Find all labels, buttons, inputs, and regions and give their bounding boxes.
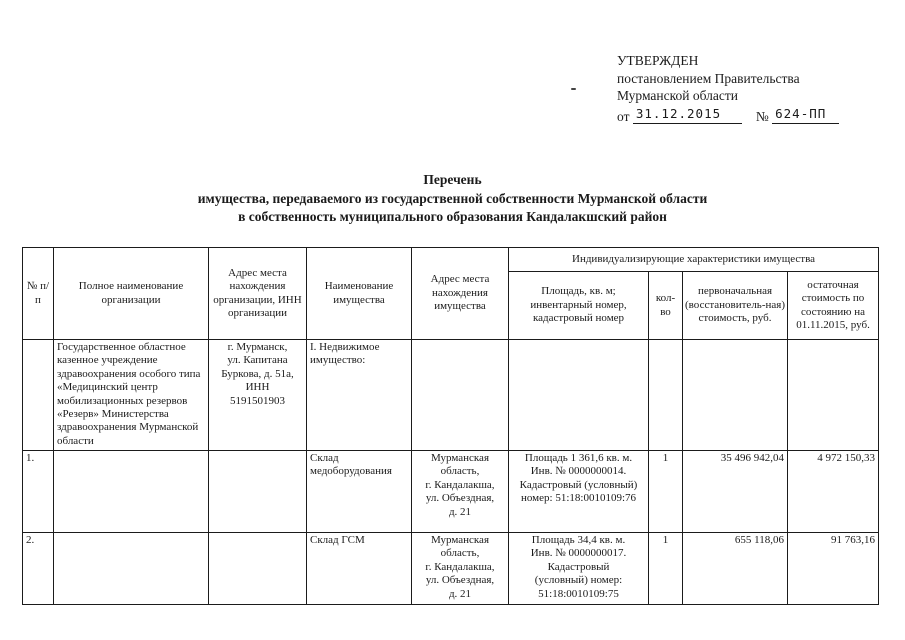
header-num: № п/п xyxy=(22,247,54,340)
from-label: от xyxy=(617,108,630,124)
document-title: Перечень имущества, передаваемого из гос… xyxy=(0,171,905,227)
cell-area: Площадь 1 361,6 кв. м. Инв. № 0000000014… xyxy=(508,450,649,533)
scan-artifact-dot xyxy=(571,88,576,90)
cell-area: Площадь 34,4 кв. м. Инв. № 0000000017. К… xyxy=(508,532,649,605)
approval-line-3: Мурманской области xyxy=(617,88,738,103)
cell-qty: 1 xyxy=(648,532,683,605)
table-row-2: 2. Склад ГСМ Мурманская область, г. Канд… xyxy=(22,532,880,605)
title-line-1: Перечень xyxy=(423,172,482,187)
header-area: Площадь, кв. м; инвентарный номер, кадас… xyxy=(508,271,649,340)
table-row-organization: Государственное областное казенное учреж… xyxy=(22,339,880,451)
approval-block: УТВЕРЖДЕН постановлением Правительства М… xyxy=(617,52,889,125)
cell-num: 1. xyxy=(22,450,54,533)
cell-property-address: Мурманская область, г. Кандалакша, ул. О… xyxy=(411,450,509,533)
table-row-1: 1. Склад медоборудования Мурманская обла… xyxy=(22,450,880,533)
cell-initial-cost xyxy=(682,339,788,451)
cell-num xyxy=(22,339,54,451)
cell-org-name xyxy=(53,450,209,533)
header-org-name: Полное наименование организации xyxy=(53,247,209,340)
cell-residual-cost xyxy=(786,339,880,451)
cell-initial-cost: 655 118,06 xyxy=(682,532,788,605)
cell-org-name: Государственное областное казенное учреж… xyxy=(53,339,209,451)
cell-org-address xyxy=(208,532,307,605)
cell-residual-cost: 91 763,16 xyxy=(786,532,880,605)
header-org-address: Адрес места нахождения организации, ИНН … xyxy=(208,247,307,340)
cell-area xyxy=(508,339,649,451)
approval-number: 624-ПП xyxy=(772,105,840,124)
number-sign: № xyxy=(755,108,769,124)
header-initial-cost: первоначальная (восстановитель-ная) стои… xyxy=(682,271,788,340)
cell-property-address: Мурманская область, г. Кандалакша, ул. О… xyxy=(411,532,509,605)
cell-org-address xyxy=(208,450,307,533)
cell-org-name xyxy=(53,532,209,605)
header-property-name: Наименование имущества xyxy=(306,247,412,340)
property-table: № п/п Полное наименование организации Ад… xyxy=(22,247,880,605)
cell-property-name: I. Недвижимое имущество: xyxy=(306,339,412,451)
approval-date-number-line: от 31.12.2015 № 624-ПП xyxy=(617,106,889,126)
title-line-3: в собственность муниципального образован… xyxy=(238,209,667,224)
header-characteristics-group: Индивидуализирующие характеристики имуще… xyxy=(507,247,880,272)
cell-property-name: Склад медоборудования xyxy=(306,450,412,533)
cell-num: 2. xyxy=(22,532,54,605)
cell-initial-cost: 35 496 942,04 xyxy=(682,450,788,533)
cell-org-address: г. Мурманск, ул. Капитана Буркова, д. 51… xyxy=(208,339,307,451)
approval-line-2: постановлением Правительства xyxy=(617,70,800,86)
cell-property-address xyxy=(411,339,509,451)
cell-property-name: Склад ГСМ xyxy=(306,532,412,605)
header-quantity: кол-во xyxy=(648,271,683,340)
header-residual-cost: остаточная стоимость по состоянию на 01.… xyxy=(786,271,880,340)
cell-qty xyxy=(648,339,683,451)
header-property-address: Адрес места нахождения имущества xyxy=(411,247,509,340)
title-line-2: имущества, передаваемого из государствен… xyxy=(197,190,708,206)
approval-date: 31.12.2015 xyxy=(632,105,742,124)
cell-qty: 1 xyxy=(648,450,683,533)
cell-residual-cost: 4 972 150,33 xyxy=(786,450,880,533)
approval-line-1: УТВЕРЖДЕН xyxy=(617,53,699,68)
